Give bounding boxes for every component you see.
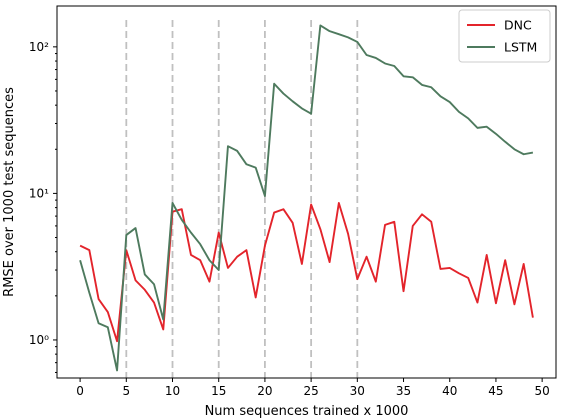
series-lines <box>79 24 534 372</box>
x-tick-label: 0 <box>76 384 84 398</box>
x-axis-label: Num sequences trained x 1000 <box>205 404 409 419</box>
x-tick-label: 50 <box>534 384 549 398</box>
x-tick-label: 5 <box>122 384 130 398</box>
x-tick-label: 40 <box>442 384 457 398</box>
x-tick-label: 15 <box>211 384 226 398</box>
x-tick-label: 25 <box>303 384 318 398</box>
y-tick-label: 10² <box>29 40 49 54</box>
series-line-lstm <box>79 24 534 372</box>
legend-label-dnc: DNC <box>504 18 532 33</box>
legend-label-lstm: LSTM <box>504 40 537 55</box>
x-axis-ticks: 0 5 10 15 20 25 30 35 40 45 50 <box>76 378 550 398</box>
y-tick-label: 10⁰ <box>29 333 49 347</box>
legend-box <box>458 9 551 63</box>
legend: DNC LSTM <box>458 9 551 63</box>
x-tick-label: 35 <box>396 384 411 398</box>
y-axis-label: RMSE over 1000 test sequences <box>2 87 17 297</box>
x-tick-label: 10 <box>165 384 180 398</box>
vertical-reference-lines <box>125 20 359 378</box>
series-line-dnc <box>79 202 534 343</box>
x-tick-label: 30 <box>350 384 365 398</box>
x-tick-label: 20 <box>257 384 272 398</box>
y-tick-label: 10¹ <box>29 186 49 200</box>
x-tick-label: 45 <box>488 384 503 398</box>
plot-frame <box>56 5 557 379</box>
y-axis-ticks: 10⁰ 10¹ 10² <box>29 40 57 373</box>
